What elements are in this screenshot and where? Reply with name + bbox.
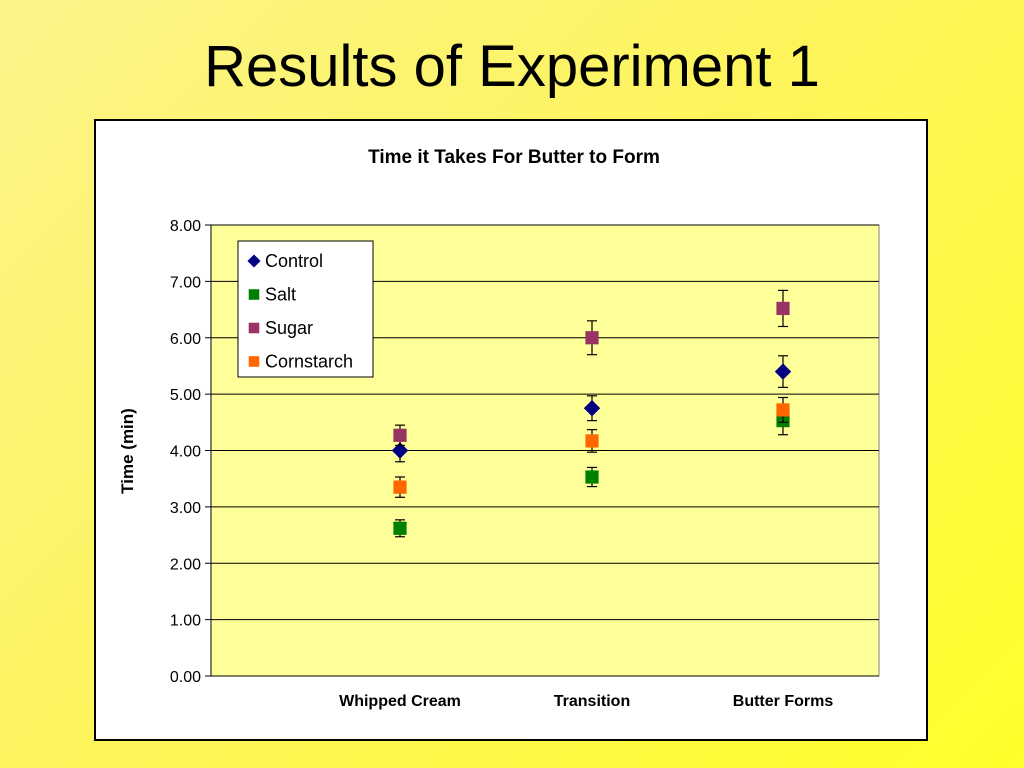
data-point xyxy=(774,363,792,380)
y-tick-label: 7.00 xyxy=(170,274,201,291)
data-point xyxy=(585,470,599,484)
data-marks xyxy=(391,289,792,538)
data-point xyxy=(585,434,599,448)
y-tick-label: 1.00 xyxy=(170,613,201,630)
data-point xyxy=(393,428,407,442)
legend-label: Control xyxy=(265,251,323,271)
y-axis-label: Time (min) xyxy=(118,408,137,494)
chart-title: Time it Takes For Butter to Form xyxy=(368,147,660,168)
data-point xyxy=(248,356,260,367)
axes: 0.00 1.00 2.00 3.00 4.00 5.00 6.00 7.00 8.00 Whip… xyxy=(170,218,879,710)
legend-label: Salt xyxy=(265,285,296,305)
data-point xyxy=(391,442,409,459)
data-point xyxy=(583,400,601,417)
y-tick-label: 2.00 xyxy=(170,556,201,573)
legend-label: Sugar xyxy=(265,318,313,338)
data-point xyxy=(248,322,260,334)
data-point xyxy=(393,480,407,494)
slide-title: Results of Experiment 1 xyxy=(204,34,820,99)
chart-svg: Time it Takes For Butter to Form 0.00 1.0… xyxy=(118,147,880,710)
y-tick-label: 5.00 xyxy=(170,387,201,404)
gridlines xyxy=(211,224,879,621)
x-tick-label: Whipped Cream xyxy=(339,693,461,710)
data-point xyxy=(247,254,261,268)
y-tick-label: 4.00 xyxy=(170,444,201,461)
x-tick-label: Butter Forms xyxy=(733,693,834,710)
data-point xyxy=(248,289,260,300)
legend-box xyxy=(237,240,374,378)
data-point xyxy=(585,331,599,345)
legend-label: Cornstarch xyxy=(265,352,353,372)
y-tick-label: 8.00 xyxy=(170,218,201,235)
y-tick-label: 3.00 xyxy=(170,500,201,517)
data-point xyxy=(776,403,790,417)
chart-frame: Time it Takes For Butter to Form 0.00 1.0… xyxy=(94,119,928,741)
legend: Control Salt Sugar Cornstarch xyxy=(237,240,374,378)
data-point xyxy=(393,521,407,535)
y-tick-label: 0.00 xyxy=(170,669,201,686)
data-point xyxy=(776,301,790,316)
x-tick-label: Transition xyxy=(554,693,630,710)
y-tick-label: 6.00 xyxy=(170,331,201,348)
